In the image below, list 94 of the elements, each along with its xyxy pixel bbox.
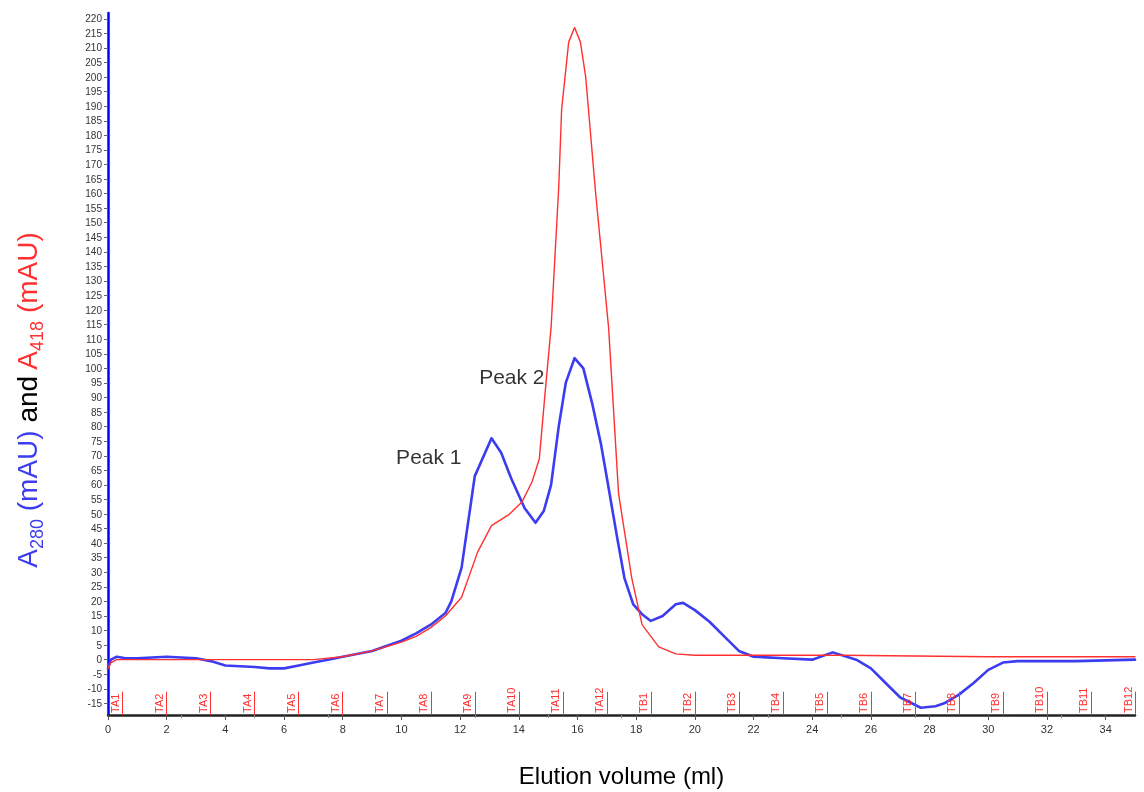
x-tick-label: 16	[571, 722, 584, 735]
x-tick-label: 32	[1040, 722, 1054, 735]
y-tick-label: -10	[87, 683, 103, 695]
ref-line-label: TA7	[373, 693, 386, 713]
x-axis-title: Elution volume (ml)	[518, 761, 725, 789]
y-tick-label: 25	[90, 581, 103, 593]
y-tick-label: 125	[85, 290, 103, 302]
ref-line-label: TA10	[505, 687, 518, 713]
y-tick-label: 40	[90, 537, 103, 549]
y-tick-label: 50	[90, 508, 103, 520]
ref-line-label: TA12	[593, 687, 606, 713]
ref-line-label: TA1	[109, 693, 122, 713]
x-tick-label: 6	[280, 722, 288, 735]
y-tick-label: 105	[85, 348, 103, 360]
ref-line-label: TA11	[549, 688, 562, 713]
y-tick-label: 10	[90, 625, 103, 637]
ref-line-label: TB10	[1033, 686, 1046, 713]
y-tick-label: 120	[85, 304, 103, 316]
ref-line-label: TA9	[461, 693, 474, 713]
x-tick-label: 14	[512, 722, 525, 735]
y-tick-label: 160	[85, 188, 103, 200]
annotation: Peak 1	[396, 444, 462, 468]
x-tick-label: 12	[453, 722, 467, 735]
y-tick-label: 195	[85, 86, 103, 98]
y-tick-label: 175	[85, 144, 103, 156]
y-tick-label: 65	[90, 464, 103, 476]
y-tick-label: 55	[90, 493, 103, 505]
ref-line-label: TB6	[857, 692, 870, 713]
x-tick-label: 4	[222, 722, 229, 735]
ref-line-label: TB2	[681, 692, 694, 713]
y-tick-label: 130	[85, 275, 103, 287]
y-tick-label: 210	[85, 42, 103, 54]
x-tick-label: 10	[395, 722, 408, 735]
ref-line-label: TB3	[725, 692, 738, 713]
ref-line-label: TB4	[769, 692, 782, 713]
ref-line-label: TA2	[153, 693, 166, 713]
y-tick-label: 15	[90, 610, 103, 622]
y-tick-label: 185	[85, 115, 103, 127]
ref-line-label: TB5	[813, 692, 826, 713]
y-tick-label: 205	[85, 57, 103, 69]
y-tick-label: 5	[96, 639, 103, 651]
ref-line-label: TA6	[329, 693, 342, 713]
ref-line-label: TB8	[945, 692, 958, 713]
y-tick-label: 115	[86, 319, 103, 331]
y-tick-label: 110	[86, 333, 103, 345]
annotation: Peak 2	[479, 364, 545, 388]
x-tick-label: 18	[630, 722, 643, 735]
y-tick-label: 150	[85, 217, 103, 229]
y-tick-label: 0	[96, 654, 103, 666]
y-tick-label: 220	[85, 13, 103, 25]
y-tick-label: 145	[85, 231, 103, 243]
y-tick-label: 45	[90, 523, 103, 535]
y-tick-label: 200	[85, 71, 103, 83]
y-tick-label: 135	[85, 260, 103, 272]
y-tick-label: 190	[85, 100, 103, 112]
y-tick-label: 20	[90, 595, 103, 607]
y-tick-label: 140	[85, 246, 103, 258]
x-tick-label: 22	[747, 722, 760, 735]
x-tick-label: 2	[163, 722, 170, 735]
x-tick-label: 26	[864, 722, 878, 735]
x-tick-label: 20	[688, 722, 701, 735]
y-tick-label: 165	[85, 173, 103, 185]
y-tick-label: 60	[90, 479, 103, 491]
y-tick-label: 170	[85, 158, 103, 170]
line-series	[107, 26, 1136, 670]
x-tick-label: 0	[104, 722, 112, 735]
ref-line-label: TB1	[637, 692, 650, 713]
y-tick-label: 70	[90, 450, 103, 462]
ref-line-label: TA8	[417, 693, 430, 713]
y-tick-label: 180	[85, 129, 103, 141]
x-tick-label: 34	[1099, 722, 1112, 735]
y-tick-label: -15	[87, 697, 103, 709]
ref-line-label: TB11	[1077, 687, 1090, 713]
x-tick-label: 8	[339, 722, 346, 735]
x-tick-label: 28	[923, 722, 936, 735]
y-tick-label: 90	[90, 392, 103, 403]
ref-line-label: TB7	[901, 692, 914, 713]
y-tick-label: 95	[90, 377, 103, 389]
y-tick-label: 100	[85, 362, 103, 374]
y-tick-label: 215	[85, 27, 103, 39]
ref-line-label: TA3	[197, 693, 210, 713]
y-tick-label: 75	[90, 435, 103, 447]
ref-line-label: TB12	[1121, 686, 1134, 713]
y-tick-label: 80	[90, 421, 103, 433]
ref-line-label: TA4	[241, 693, 254, 713]
ref-line-label: TA5	[285, 693, 298, 713]
x-tick-label: 24	[806, 722, 819, 735]
y-tick-label: 35	[90, 552, 103, 564]
y-tick-label: 85	[90, 406, 103, 418]
y-tick-label: 30	[90, 566, 103, 578]
y-tick-label: 155	[85, 202, 103, 214]
x-tick-label: 30	[982, 722, 995, 735]
y-tick-label: -5	[93, 668, 103, 680]
ref-line-label: TB9	[989, 692, 1002, 713]
